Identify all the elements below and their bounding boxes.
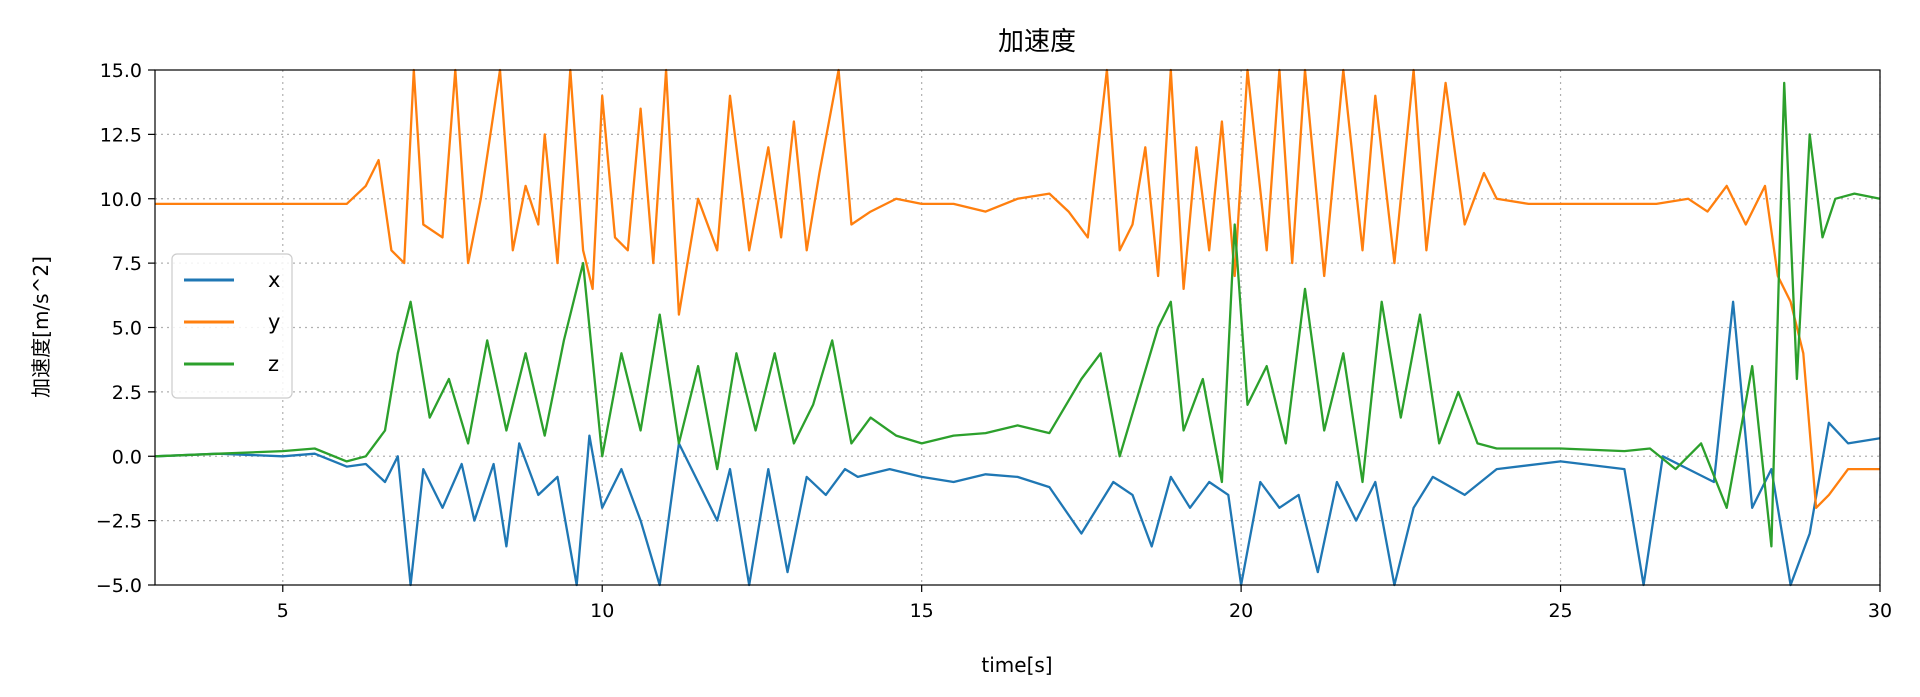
x-tick-label: 25 <box>1548 600 1572 622</box>
x-axis-ticks: 5 10 15 20 25 30 <box>277 585 1892 622</box>
x-tick-label: 20 <box>1229 600 1253 622</box>
series-layer <box>154 68 1881 587</box>
series-line-z <box>154 81 1881 548</box>
x-tick-label: 5 <box>277 600 289 622</box>
chart-title: 加速度 <box>998 27 1076 57</box>
legend-label-y: y <box>268 310 280 334</box>
y-tick-label: 5.0 <box>112 318 142 340</box>
y-tick-label: 0.0 <box>112 446 142 468</box>
y-tick-label: 10.0 <box>100 189 142 211</box>
legend-label-x: x <box>268 268 280 292</box>
x-tick-label: 15 <box>910 600 934 622</box>
series-line-y <box>155 68 1880 509</box>
y-tick-label: 15.0 <box>100 60 142 82</box>
y-tick-label: −2.5 <box>96 511 142 533</box>
y-axis-ticks: −5.0 −2.5 0.0 2.5 5.0 7.5 10.0 12.5 15.0 <box>96 60 155 597</box>
legend-box <box>171 253 293 399</box>
legend: xyz <box>171 253 293 399</box>
legend-label-z: z <box>268 352 279 376</box>
y-tick-label: 7.5 <box>112 253 142 275</box>
x-tick-label: 10 <box>590 600 614 622</box>
y-axis-label: 加速度[m/s^2] <box>29 256 53 398</box>
y-tick-label: 12.5 <box>100 124 142 146</box>
y-tick-label: −5.0 <box>96 575 142 597</box>
x-tick-label: 30 <box>1868 600 1892 622</box>
x-axis-label: time[s] <box>981 653 1052 677</box>
series-line-x <box>154 300 1881 587</box>
y-tick-label: 2.5 <box>112 382 142 404</box>
